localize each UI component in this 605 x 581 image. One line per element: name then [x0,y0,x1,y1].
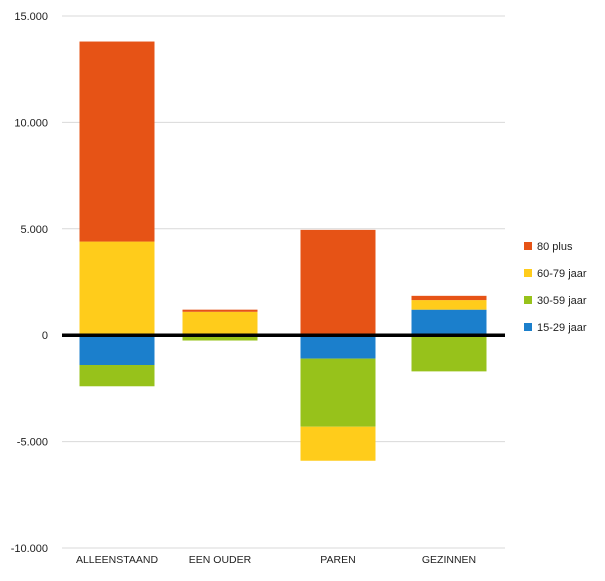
bar-segment-gezinnen-15-29-jaar [411,309,487,336]
bar-segment-gezinnen-60-79-jaar [411,300,487,310]
legend-label: 30-59 jaar [537,295,587,307]
bar-segment-paren-15-29-jaar [300,335,376,359]
y-tick-label: -10.000 [11,543,48,555]
bar-segment-alleenstaand-60-79-jaar [79,241,155,336]
y-tick-label: -5.000 [17,437,48,449]
x-axis-category-labels: ALLEENSTAAND EEN OUDER PAREN GEZINNEN [76,554,476,566]
y-tick-label: 10.000 [14,117,48,129]
legend-swatch [524,242,532,250]
y-tick-label: 5.000 [20,224,48,236]
bar-segment-een-ouder-60-79-jaar [182,311,258,336]
bar-segment-gezinnen-30-59-jaar [411,335,487,372]
bar-segment-een-ouder-80-plus [182,309,258,312]
y-tick-label: 0 [42,330,48,342]
legend-swatch [524,323,532,331]
legend-swatch [524,269,532,277]
y-tick-label: 15.000 [14,11,48,23]
bar-segment-alleenstaand-80-plus [79,41,155,242]
bar-segment-gezinnen-80-plus [411,295,487,301]
bar-segment-paren-80-plus [300,229,376,336]
y-axis-tick-labels: -10.000 -5.000 0 5.000 10.000 15.000 [11,11,48,555]
legend-swatch [524,296,532,304]
x-category-label: ALLEENSTAAND [76,554,158,566]
x-category-label: PAREN [320,554,355,566]
bar-segment-alleenstaand-30-59-jaar [79,364,155,387]
bar-segment-paren-30-59-jaar [300,358,376,427]
x-category-label: GEZINNEN [422,554,476,566]
legend: 80 plus 60-79 jaar 30-59 jaar 15-29 jaar [524,241,587,334]
x-category-label: EEN OUDER [189,554,252,566]
legend-label: 80 plus [537,241,573,253]
legend-label: 60-79 jaar [537,268,587,280]
legend-label: 15-29 jaar [537,322,587,334]
bars [79,41,487,461]
bar-segment-alleenstaand-15-29-jaar [79,335,155,365]
bar-segment-paren-60-79-jaar [300,426,376,461]
bar-segment-een-ouder-30-59-jaar [182,335,258,341]
